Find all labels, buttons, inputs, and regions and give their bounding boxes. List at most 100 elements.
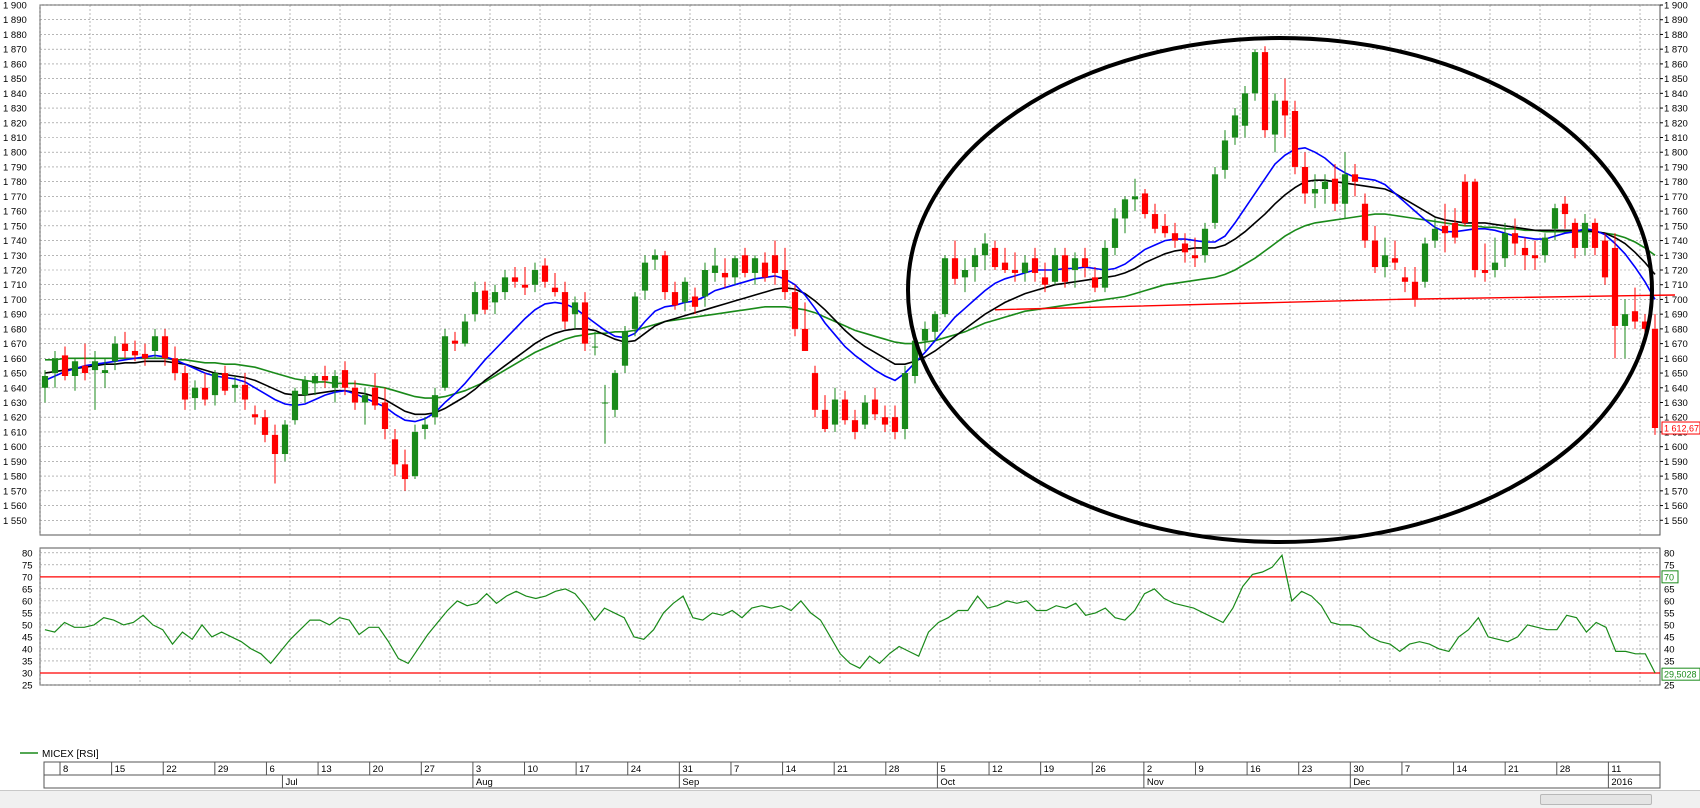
- y-tick-label-right: 1 730: [1664, 251, 1688, 262]
- y-tick-label-right: 1 700: [1664, 295, 1688, 306]
- candle-body: [321, 376, 329, 381]
- y-tick-label-right: 1 710: [1664, 280, 1688, 291]
- candle-body: [371, 387, 379, 406]
- y-tick-label-left: 1 730: [3, 251, 27, 262]
- candle-body: [261, 417, 269, 435]
- candle-body: [861, 402, 869, 425]
- candle-body: [1621, 314, 1629, 326]
- y-tick-label-right: 1 650: [1664, 369, 1688, 380]
- y-tick-label-left: 1 700: [3, 295, 27, 306]
- candle-body: [181, 373, 189, 400]
- candle-body: [591, 346, 599, 348]
- x-axis-months-band: [43, 774, 1661, 789]
- y-tick-label-right: 1 660: [1664, 354, 1688, 365]
- candle-body: [401, 464, 409, 480]
- rsi-y-tick-left: 40: [22, 644, 33, 655]
- candle-body: [1401, 277, 1409, 282]
- candle-body: [1131, 196, 1139, 200]
- candle-body: [731, 258, 739, 278]
- candle-body: [361, 395, 369, 403]
- y-tick-label-left: 1 710: [3, 280, 27, 291]
- y-tick-label-left: 1 680: [3, 324, 27, 335]
- candle-body: [71, 361, 79, 376]
- candle-body: [681, 281, 689, 303]
- rsi-y-tick-left: 45: [22, 632, 33, 643]
- candle-body: [1431, 228, 1439, 241]
- candle-body: [1591, 222, 1599, 248]
- day-tick-label: 2: [1147, 764, 1152, 775]
- candle-body: [651, 255, 659, 260]
- y-tick-label-right: 1 690: [1664, 310, 1688, 321]
- candle-body: [771, 255, 779, 273]
- candle-body: [921, 328, 929, 341]
- candle-body: [161, 336, 169, 359]
- candle-body: [61, 355, 69, 376]
- rsi-plot-area: [39, 547, 1661, 686]
- day-tick-label: 24: [631, 764, 642, 775]
- y-tick-label-right: 1 580: [1664, 472, 1688, 483]
- rsi-y-tick-left: 70: [22, 572, 33, 583]
- rsi-y-tick-right: 35: [1664, 656, 1675, 667]
- candle-body: [281, 424, 289, 455]
- candle-body: [381, 402, 389, 429]
- candle-body: [791, 292, 799, 329]
- candle-body: [1541, 237, 1549, 256]
- y-tick-label-right: 1 620: [1664, 413, 1688, 424]
- rsi-y-tick-right: 25: [1664, 681, 1675, 692]
- y-tick-label-right: 1 880: [1664, 30, 1688, 41]
- day-tick-label: 30: [1353, 764, 1364, 775]
- candle-body: [1561, 203, 1569, 215]
- candle-body: [491, 292, 499, 303]
- candle-body: [481, 290, 489, 310]
- candle-body: [351, 387, 359, 403]
- y-tick-label-right: 1 790: [1664, 162, 1688, 173]
- candle-body: [991, 247, 999, 268]
- candle-body: [901, 373, 909, 429]
- candle-body: [831, 399, 839, 425]
- y-tick-label-left: 1 620: [3, 413, 27, 424]
- candle-body: [1491, 262, 1499, 270]
- y-tick-label-left: 1 560: [3, 501, 27, 512]
- day-tick-label: 15: [115, 764, 126, 775]
- y-tick-label-right: 1 870: [1664, 45, 1688, 56]
- candle-body: [1241, 93, 1249, 126]
- candle-body: [1111, 218, 1119, 248]
- y-tick-label-right: 1 890: [1664, 15, 1688, 26]
- y-tick-label-right: 1 680: [1664, 324, 1688, 335]
- candle-body: [781, 270, 789, 293]
- candle-body: [391, 439, 399, 465]
- horizontal-scrollbar[interactable]: [0, 790, 1700, 808]
- day-tick-label: 20: [373, 764, 384, 775]
- scrollbar-thumb[interactable]: [1540, 794, 1652, 805]
- candle-body: [1281, 100, 1289, 116]
- y-tick-label-left: 1 720: [3, 266, 27, 277]
- day-tick-label: 21: [1508, 764, 1519, 775]
- rsi-legend-label: MICEX [RSI]: [42, 749, 99, 760]
- candle-body: [1261, 52, 1269, 131]
- day-tick-label: 6: [269, 764, 274, 775]
- candle-body: [271, 434, 279, 455]
- day-tick-label: 12: [992, 764, 1003, 775]
- y-tick-label-left: 1 890: [3, 15, 27, 26]
- y-tick-label-right: 1 900: [1664, 1, 1688, 12]
- rsi-last-tag: [1661, 667, 1700, 681]
- candle-body: [1141, 193, 1149, 215]
- y-tick-label-left: 1 750: [3, 221, 27, 232]
- candle-body: [211, 373, 219, 396]
- y-tick-label-left: 1 880: [3, 30, 27, 41]
- candle-body: [151, 336, 159, 351]
- candle-body: [311, 376, 319, 384]
- rsi-y-tick-right: 45: [1664, 632, 1675, 643]
- candle-body: [551, 287, 559, 293]
- day-tick-label: 3: [476, 764, 481, 775]
- candle-body: [1231, 115, 1239, 138]
- day-tick-label: 13: [321, 764, 332, 775]
- candle-body: [961, 270, 969, 278]
- candle-body: [751, 258, 759, 273]
- day-tick-label: 9: [1198, 764, 1203, 775]
- y-tick-label-right: 1 590: [1664, 457, 1688, 468]
- y-tick-label-left: 1 800: [3, 148, 27, 159]
- candle-body: [501, 277, 509, 293]
- candle-body: [1181, 243, 1189, 253]
